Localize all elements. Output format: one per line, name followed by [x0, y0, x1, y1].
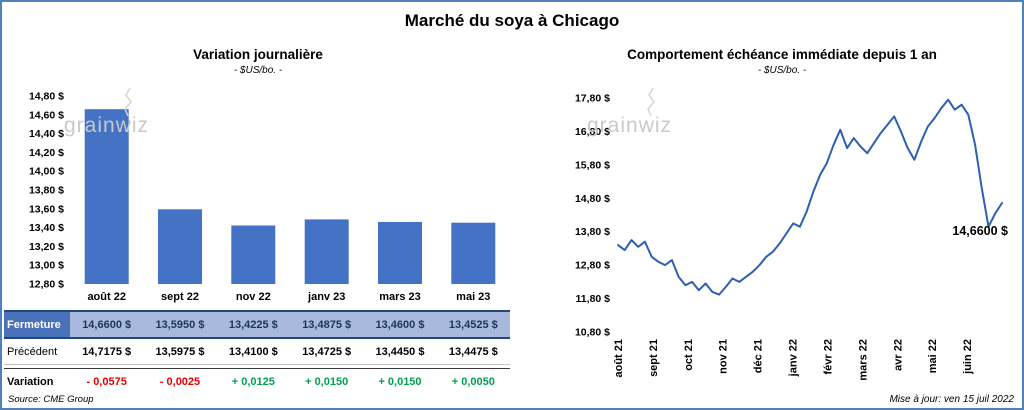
bar: [378, 222, 422, 284]
price-table: Fermeture 14,6600 $ 13,5950 $ 13,4225 $ …: [4, 310, 510, 394]
grainwiz-watermark: grainwiz: [587, 88, 673, 138]
x-category-label: mai 23: [456, 291, 490, 303]
y-tick-label: 12,80 $: [29, 279, 64, 291]
y-tick-label: 13,80 $: [575, 226, 610, 238]
variation-value: - 0,0575: [86, 375, 127, 388]
previous-value: 14,7175 $: [82, 345, 132, 358]
y-tick-label: 13,60 $: [29, 203, 64, 215]
close-value: 13,5950 $: [155, 318, 205, 331]
y-tick-label: 15,80 $: [575, 159, 610, 171]
bar: [158, 209, 202, 284]
y-tick-label: 14,80 $: [29, 91, 64, 103]
x-category-label: sept 22: [161, 291, 199, 303]
y-tick-label: 14,40 $: [29, 128, 64, 140]
variation-value: + 0,0050: [451, 375, 495, 388]
y-tick-label: 14,80 $: [575, 193, 610, 205]
bar-chart-subtitle: - $US/bo. -: [233, 65, 283, 76]
bar: [231, 225, 276, 284]
previous-value: 13,5975 $: [155, 345, 205, 358]
y-tick-label: 11,80 $: [576, 293, 611, 305]
y-tick-label: 13,80 $: [29, 185, 64, 197]
watermark-text: grainwiz: [64, 114, 150, 137]
x-tick-label: nov 21: [718, 339, 730, 374]
y-tick-label: 13,20 $: [29, 241, 64, 253]
x-tick-label: juin 22: [962, 339, 974, 375]
updated-note: Mise à jour: ven 15 juil 2022: [889, 394, 1014, 405]
watermark-text: grainwiz: [587, 114, 673, 137]
x-tick-label: sept 21: [648, 339, 660, 377]
price-line: [617, 98, 1003, 296]
y-tick-label: 14,60 $: [29, 109, 64, 121]
table-row-fermeture: Fermeture 14,6600 $ 13,5950 $ 13,4225 $ …: [4, 310, 510, 339]
y-tick-label: 16,80 $: [575, 126, 610, 138]
x-category-label: mars 23: [379, 291, 421, 303]
bar-chart-title: Variation journalière: [193, 47, 323, 62]
y-tick-label: 10,80 $: [575, 327, 610, 339]
table-row-variation: Variation - 0,0575 - 0,0025 + 0,0125 + 0…: [4, 368, 510, 394]
y-tick-label: 14,20 $: [29, 147, 64, 159]
y-tick-label: 13,40 $: [29, 222, 64, 234]
y-tick-label: 14,00 $: [29, 166, 64, 178]
previous-value: 13,4475 $: [448, 345, 498, 358]
x-category-label: nov 22: [236, 291, 271, 303]
front-month-line-chart: 10,80 $ 11,80 $ 12,80 $ 13,80 $ 14,80 $ 15,80…: [575, 93, 1008, 381]
y-tick-label: 12,80 $: [575, 260, 610, 272]
source-note: Source: CME Group: [8, 394, 94, 405]
x-tick-label: janv 22: [788, 339, 800, 377]
grainwiz-watermark: grainwiz: [64, 88, 150, 138]
row-label-fermeture: Fermeture: [4, 312, 70, 337]
close-value: 14,6600 $: [82, 318, 132, 331]
previous-value: 13,4725 $: [302, 345, 352, 358]
x-tick-label: déc 21: [753, 339, 765, 373]
line-chart-subtitle: - $US/bo. -: [757, 65, 807, 76]
line-chart-title: Comportement échéance immédiate depuis 1…: [627, 47, 937, 62]
variation-value: + 0,0125: [231, 375, 275, 388]
bar: [84, 109, 129, 284]
daily-variation-bar-chart: 12,80 $ 13,00 $ 13,20 $ 13,40 $ 13,60 $ 13,80…: [29, 91, 496, 303]
y-tick-label: 13,00 $: [29, 260, 64, 272]
row-label-precedent: Précédent: [7, 345, 58, 358]
close-value: 13,4875 $: [302, 318, 352, 331]
row-label-variation: Variation: [7, 375, 54, 388]
close-value: 13,4600 $: [375, 318, 425, 331]
variation-value: + 0,0150: [378, 375, 422, 388]
variation-value: + 0,0150: [305, 375, 349, 388]
x-tick-label: mai 22: [927, 339, 939, 373]
x-tick-label: févr 22: [823, 339, 835, 374]
x-tick-label: août 21: [613, 339, 625, 378]
x-tick-label: avr 22: [892, 339, 904, 371]
watermark-spark-icon: [647, 88, 655, 116]
previous-value: 13,4100 $: [228, 345, 278, 358]
x-category-label: août 22: [87, 291, 126, 303]
page-title: Marché du soya à Chicago: [404, 11, 620, 30]
previous-value: 13,4450 $: [375, 345, 425, 358]
x-tick-label: oct 21: [683, 339, 695, 371]
last-price-annotation: 14,6600 $: [952, 224, 1008, 238]
bar: [304, 219, 349, 284]
watermark-spark-icon: [124, 88, 132, 116]
close-value: 13,4225 $: [228, 318, 278, 331]
y-tick-label: 17,80 $: [575, 93, 610, 105]
close-value: 13,4525 $: [448, 318, 498, 331]
bar: [451, 222, 496, 284]
x-category-label: janv 23: [307, 291, 345, 303]
variation-value: - 0,0025: [159, 375, 201, 388]
table-row-precedent: Précédent 14,7175 $ 13,5975 $ 13,4100 $ …: [4, 339, 510, 365]
x-tick-label: mars 22: [857, 339, 869, 381]
